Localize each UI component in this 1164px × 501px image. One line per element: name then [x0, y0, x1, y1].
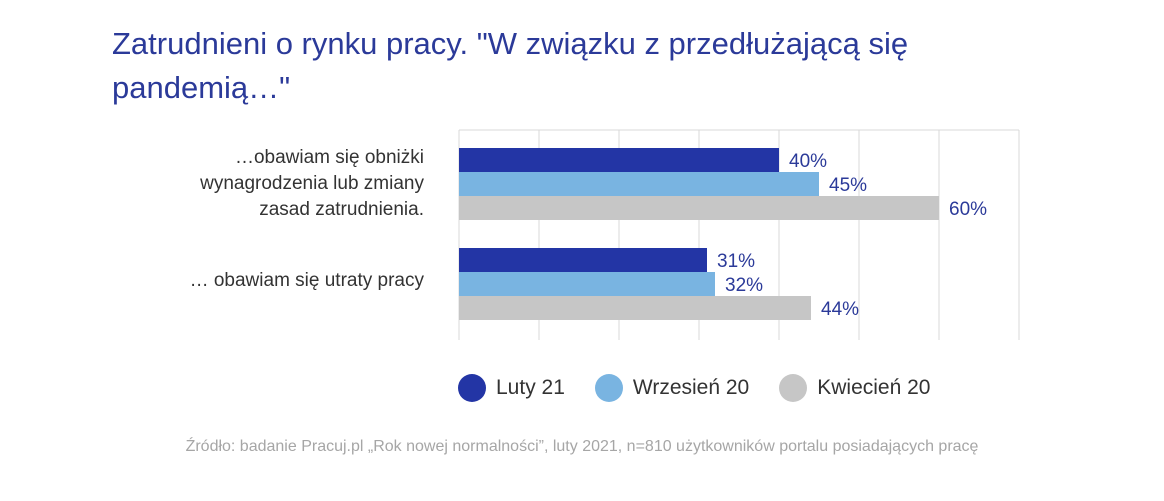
- data-label: 60%: [949, 199, 987, 220]
- category-label-wage-cut: …obawiam się obniżki wynagrodzenia lub z…: [200, 147, 424, 220]
- legend-label-luty-21: Luty 21: [496, 376, 565, 399]
- legend-item-luty-21: Luty 21: [458, 374, 565, 402]
- bar-job-loss-series-0: [459, 248, 707, 272]
- data-label: 44%: [821, 299, 859, 320]
- bar-chart: 40%45% 60% 31% 32% 44%: [458, 129, 1020, 340]
- legend-swatch-kwiecien-20: [779, 374, 808, 402]
- bar-wage-cut-series-2: [459, 196, 939, 220]
- legend-swatch-luty-21: [458, 374, 486, 402]
- legend-item-wrzesien-20: Wrzesień 20: [594, 374, 750, 402]
- legend: Luty 21 Wrzesień 20 Kwiecień 20: [458, 374, 960, 402]
- bars: [459, 148, 939, 320]
- title-line-1: Zatrudnieni o rynku pracy. "W związku z …: [112, 26, 909, 61]
- legend-item-kwiecien-20: Kwiecień 20: [779, 374, 930, 402]
- data-label: 32%: [725, 275, 763, 296]
- title-line-2: pandemią…": [112, 70, 291, 105]
- bar-wage-cut-series-1: [459, 172, 819, 196]
- legend-label-wrzesien-20: Wrzesień 20: [632, 376, 750, 399]
- data-label: 40%: [789, 151, 827, 172]
- bar-wage-cut-series-0: [459, 148, 779, 172]
- bar-job-loss-series-1: [459, 272, 715, 296]
- data-label: 45%: [829, 175, 867, 196]
- legend-swatch-wrzesien-20: [594, 374, 623, 402]
- data-label: 31%: [717, 251, 755, 272]
- category-label-job-loss: … obawiam się utraty pracy: [189, 270, 424, 291]
- bar-job-loss-series-2: [459, 296, 811, 320]
- chart-title: Zatrudnieni o rynku pracy. "W związku z …: [112, 22, 1072, 110]
- source-note: Źródło: badanie Pracuj.pl „Rok nowej nor…: [185, 438, 979, 455]
- legend-label-kwiecien-20: Kwiecień 20: [817, 376, 931, 399]
- data-labels: 40%45% 60% 31% 32% 44%: [717, 151, 987, 320]
